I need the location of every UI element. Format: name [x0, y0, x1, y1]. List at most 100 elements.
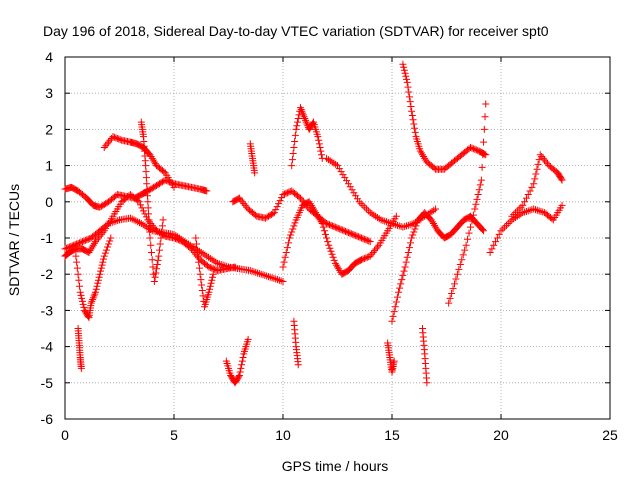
series-trace-v	[508, 151, 566, 220]
data-point	[301, 115, 309, 123]
data-point	[241, 201, 249, 209]
data-point	[326, 157, 334, 165]
data-point	[402, 258, 410, 266]
data-point	[61, 245, 69, 253]
data-point	[480, 125, 488, 133]
data-point	[78, 294, 86, 302]
data-point	[153, 261, 161, 269]
data-point	[363, 205, 371, 213]
y-tick-label: -1	[41, 230, 54, 246]
data-point	[177, 237, 185, 245]
data-point	[539, 208, 547, 216]
data-point	[413, 219, 421, 227]
data-point	[363, 253, 371, 261]
y-tick-label: -2	[41, 266, 54, 282]
data-point	[107, 234, 115, 242]
data-point	[102, 246, 110, 254]
data-point	[324, 220, 332, 228]
data-point	[294, 118, 302, 126]
series-trace-t	[445, 100, 490, 307]
data-point	[132, 217, 140, 225]
data-point	[535, 207, 543, 215]
data-point	[155, 180, 163, 188]
data-point	[269, 210, 277, 218]
data-point	[318, 220, 326, 228]
data-point	[104, 243, 112, 251]
series-trace-e	[74, 325, 85, 372]
data-point	[281, 253, 289, 261]
data-point	[431, 221, 439, 229]
data-point	[112, 134, 120, 142]
data-point	[312, 209, 320, 217]
data-point	[148, 184, 156, 192]
data-point	[288, 228, 296, 236]
data-point	[481, 113, 489, 121]
series-trace-g	[137, 118, 167, 285]
data-point	[62, 244, 70, 252]
data-point	[113, 134, 121, 142]
series-trace-m	[288, 104, 326, 170]
data-point	[173, 235, 181, 243]
data-point	[350, 231, 358, 239]
data-point	[477, 176, 485, 184]
data-point	[501, 223, 509, 231]
data-point	[530, 205, 538, 213]
data-point	[353, 232, 361, 240]
data-point	[298, 107, 306, 115]
data-point	[292, 125, 300, 133]
data-point	[92, 288, 100, 296]
data-point	[203, 262, 211, 270]
data-point	[300, 113, 308, 121]
data-point	[558, 201, 566, 209]
data-point	[291, 219, 299, 227]
data-point	[408, 107, 416, 115]
data-point	[533, 165, 541, 173]
data-point	[368, 210, 376, 218]
data-point	[493, 234, 501, 242]
data-point	[238, 357, 246, 365]
data-point	[231, 263, 239, 271]
data-point	[310, 205, 318, 213]
data-point	[148, 154, 156, 162]
data-point	[174, 236, 182, 244]
data-point	[322, 230, 330, 238]
data-point	[499, 225, 507, 233]
data-point	[252, 268, 260, 276]
data-point	[156, 240, 164, 248]
data-point	[405, 88, 413, 96]
data-point	[524, 207, 532, 215]
data-point	[138, 204, 146, 212]
data-point	[87, 245, 95, 253]
data-point	[404, 248, 412, 256]
data-point	[155, 246, 163, 254]
data-point	[134, 218, 142, 226]
data-point	[309, 119, 317, 127]
data-point	[100, 144, 108, 151]
series-trace-a	[61, 176, 211, 211]
data-point	[411, 225, 419, 233]
data-point	[235, 372, 243, 380]
data-point	[331, 259, 339, 267]
data-point	[276, 197, 284, 205]
data-point	[100, 252, 108, 260]
data-point	[97, 264, 105, 272]
data-point	[328, 250, 336, 258]
data-point	[101, 249, 109, 257]
data-point	[522, 194, 530, 202]
data-point	[146, 151, 154, 159]
data-point	[326, 244, 334, 252]
data-point	[386, 219, 394, 227]
data-point	[264, 212, 272, 220]
series-trace-n	[290, 317, 302, 369]
data-point	[456, 261, 464, 269]
data-point	[341, 227, 349, 235]
data-point	[263, 272, 271, 280]
data-point	[333, 224, 341, 232]
data-point	[144, 198, 152, 206]
data-point	[76, 239, 84, 247]
data-point	[283, 244, 291, 252]
data-point	[246, 267, 254, 275]
data-point	[458, 256, 466, 264]
axis-ticks: 0 5 10 15 20 25 -6 -5 -4 -3 -2 -1 0 1 2 3 4	[41, 49, 618, 443]
data-point	[390, 357, 398, 365]
